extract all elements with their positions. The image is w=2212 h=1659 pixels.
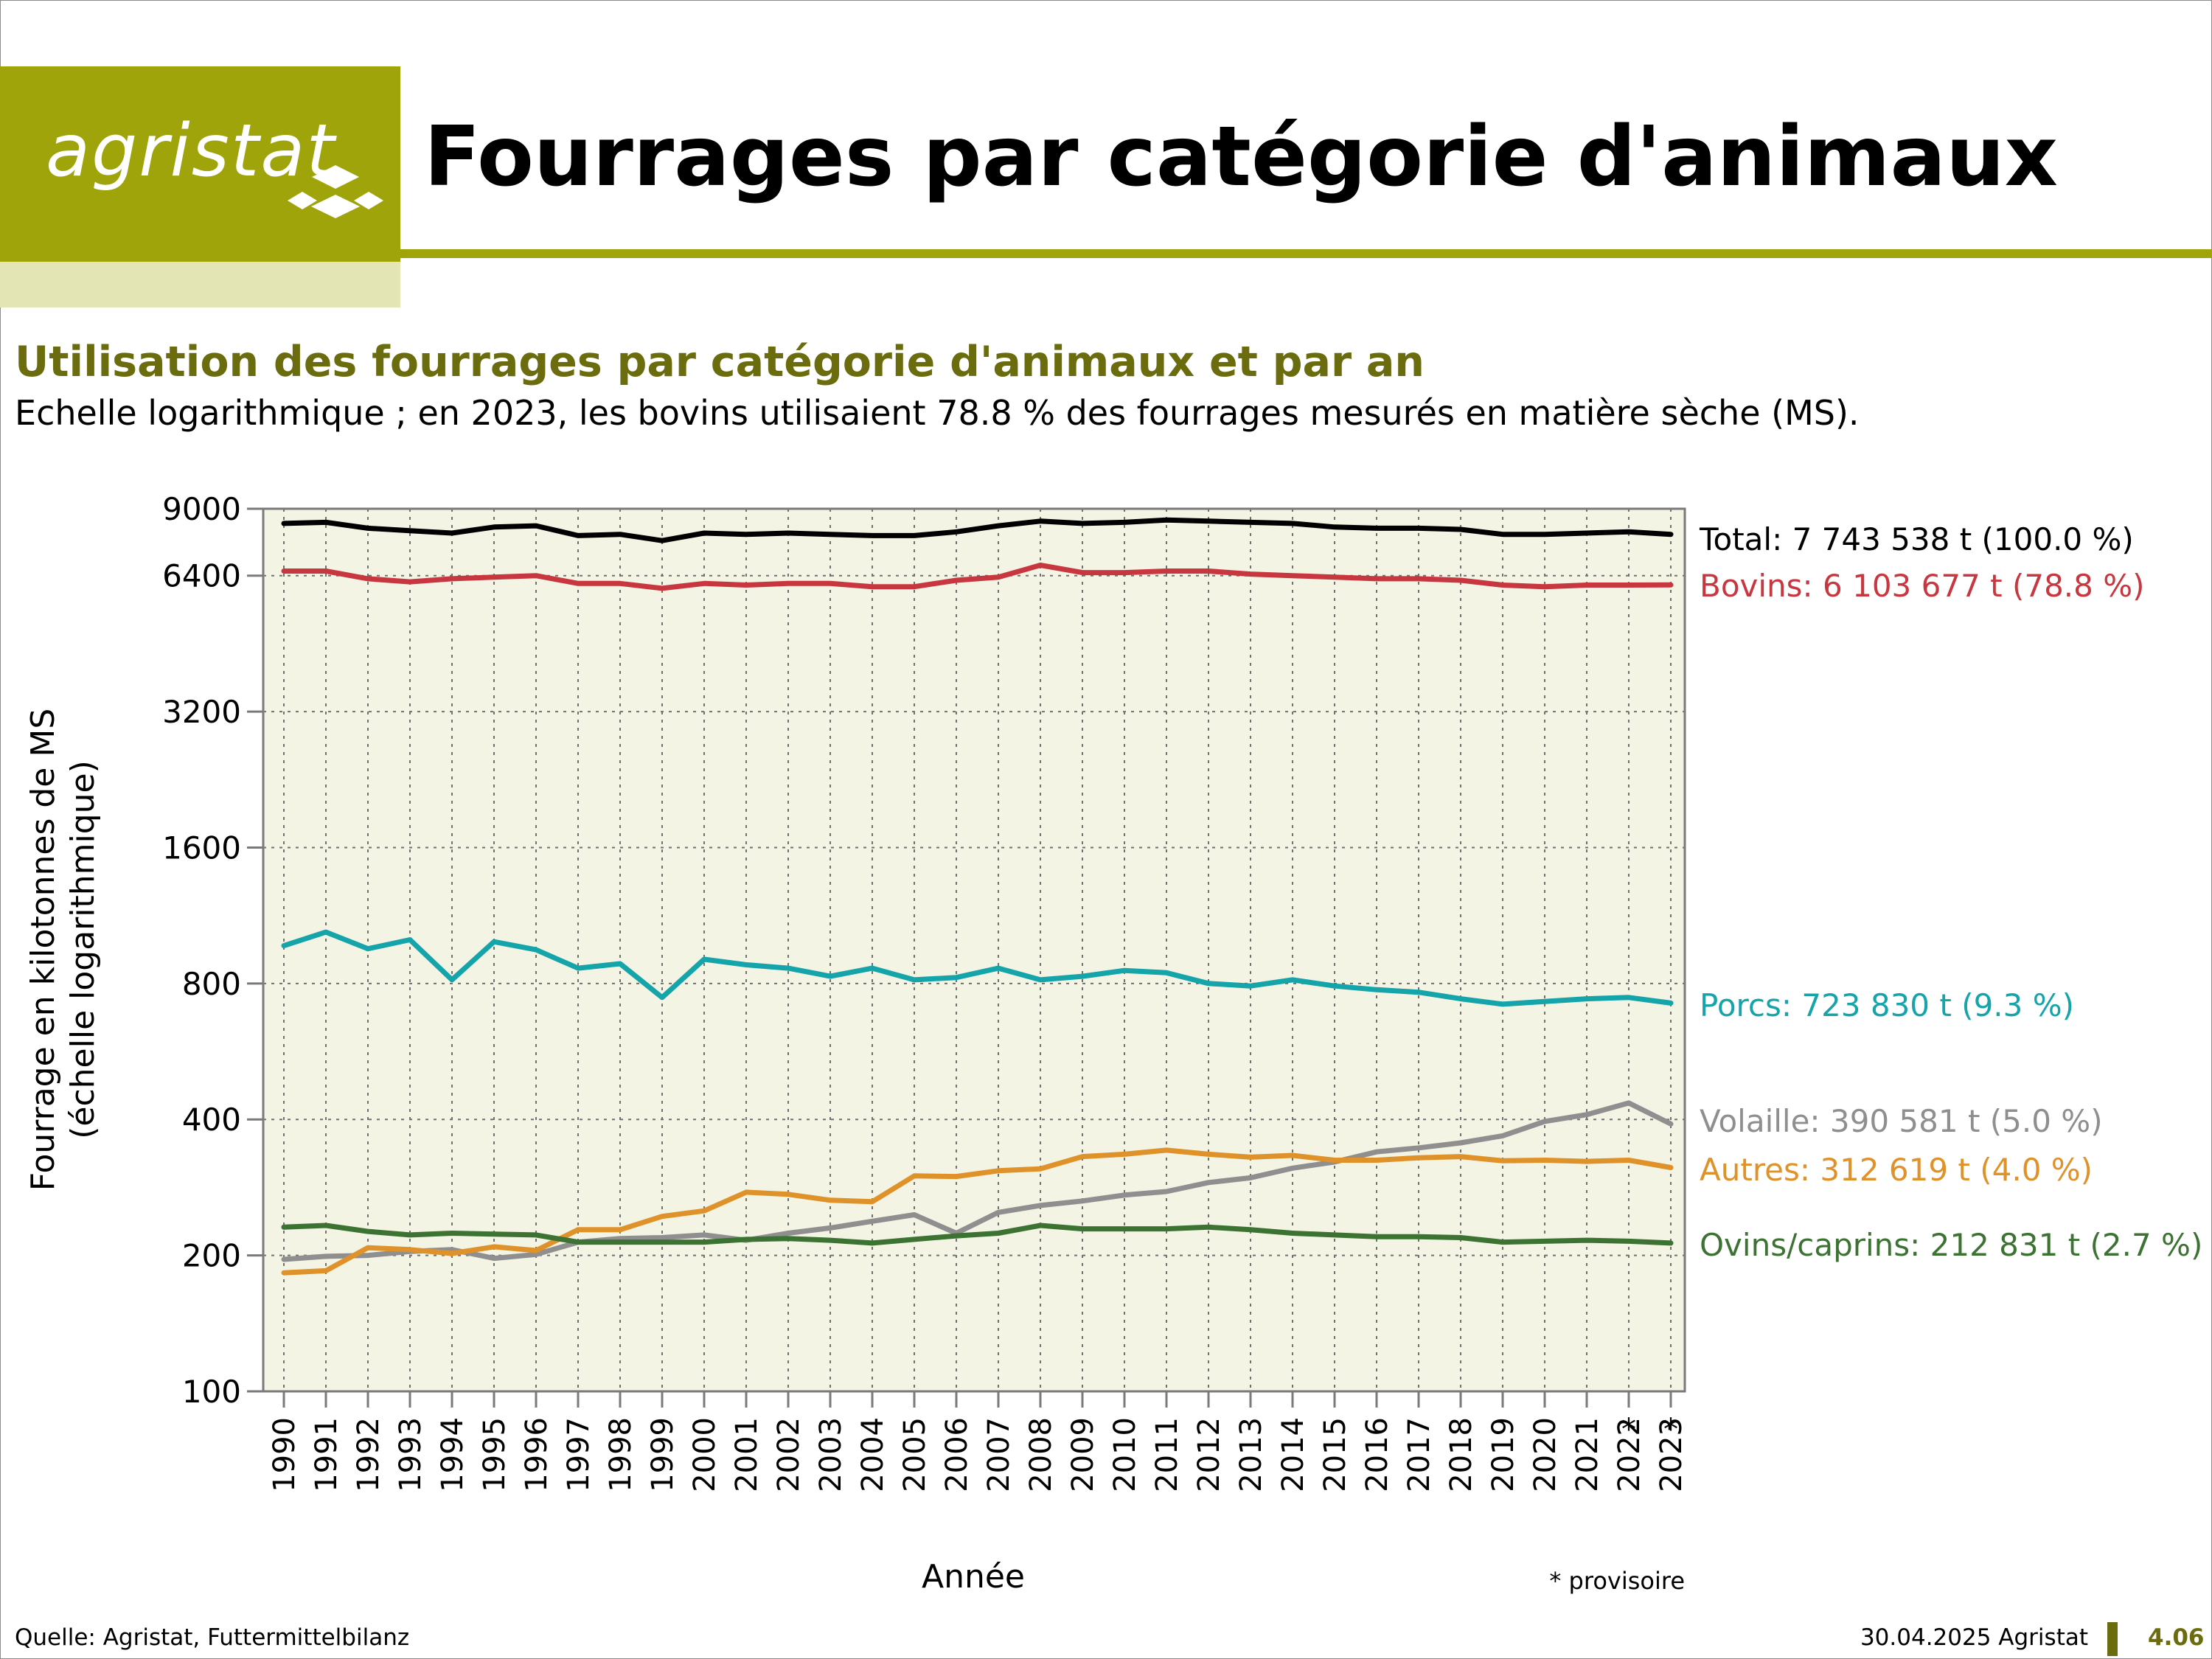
y-tick-label: 6400 [162,558,241,594]
x-tick-label: 2019 [1486,1417,1520,1492]
y-tick-label: 200 [182,1238,241,1274]
provisional-note: * provisoire [1549,1567,1685,1595]
series-label: Bovins: 6 103 677 t (78.8 %) [1700,568,2145,604]
y-axis-title-line2: (échelle logarithmique) [64,760,102,1139]
x-tick-label: 2014 [1276,1417,1310,1492]
y-axis-title-line1: Fourrage en kilotonnes de MS [24,709,62,1192]
x-tick-label: 2022 [1613,1417,1646,1492]
x-tick-label: 1995 [478,1417,512,1492]
chart-description: Echelle logarithmique ; en 2023, les bov… [15,393,1860,433]
x-tick-label: 1997 [562,1417,596,1492]
x-tick-label: 2003 [814,1417,848,1492]
x-tick-label: 1990 [268,1417,302,1492]
plot-border [262,507,1686,1393]
x-tick-label: 1991 [310,1417,344,1492]
y-tick-label: 3200 [162,694,241,730]
x-axis-title: Année [922,1558,1025,1596]
logo-box [0,66,400,262]
x-tick-label: 1992 [352,1417,386,1492]
x-tick-label: 2016 [1360,1417,1394,1492]
plot-area [263,509,1685,1391]
x-tick-label: 2006 [940,1417,974,1492]
x-tick-label: 2011 [1150,1417,1184,1492]
y-tick-label: 100 [182,1374,241,1410]
chart-subtitle: Utilisation des fourrages par catégorie … [15,338,1425,386]
diamond-logo-icon [288,165,383,218]
x-tick-label: 2000 [688,1417,722,1492]
x-tick-label: 1994 [436,1417,470,1492]
y-tick-label: 1600 [162,830,241,866]
footer-source: Quelle: Agristat, Futtermittelbilanz [15,1624,410,1651]
x-tick-label: 2021 [1571,1417,1604,1492]
x-tick-label: 2015 [1318,1417,1352,1492]
y-tick-label: 400 [182,1102,241,1138]
provisional-marker: * [1621,1413,1636,1447]
series-line-porcs [281,929,1674,1007]
x-tick-label: 2020 [1528,1417,1562,1492]
provisional-marker: * [1663,1413,1678,1447]
x-tick-label: 2007 [982,1417,1016,1492]
x-tick-label: 1993 [394,1417,428,1492]
x-tick-label: 1996 [520,1417,554,1492]
y-tick-label: 9000 [162,491,241,527]
logo-band [0,262,400,307]
series-line-ovins-caprins [281,1222,1674,1246]
page-title: Fourrages par catégorie d'animaux [424,109,2059,205]
series-line-autres [281,1147,1674,1276]
x-tick-label: 2009 [1066,1417,1100,1492]
series-label: Total: 7 743 538 t (100.0 %) [1699,521,2134,557]
series-line-bovins [281,563,1674,591]
x-tick-label: 2004 [856,1417,890,1492]
series-line-volaille [281,1100,1674,1262]
x-tick-label: 2018 [1444,1417,1478,1492]
series-label: Ovins/caprins: 212 831 t (2.7 %) [1700,1227,2202,1263]
x-tick-label: 2017 [1402,1417,1436,1492]
series-label: Volaille: 390 581 t (5.0 %) [1700,1103,2103,1139]
x-tick-label: 1999 [646,1417,680,1492]
x-tick-label: 2023 [1655,1417,1688,1492]
x-tick-label: 2012 [1192,1417,1226,1492]
footer-date: 30.04.2025 Agristat [1860,1624,2088,1651]
x-tick-label: 2005 [898,1417,932,1492]
page-number: 4.06 [2148,1624,2205,1651]
agristat-logo: agristat [46,109,336,193]
x-tick-label: 1998 [604,1417,638,1492]
series-label: Porcs: 723 830 t (9.3 %) [1700,987,2074,1023]
x-tick-label: 2001 [730,1417,764,1492]
x-tick-label: 2010 [1108,1417,1142,1492]
x-tick-label: 2013 [1234,1417,1268,1492]
x-tick-label: 2008 [1024,1417,1058,1492]
footer-divider [2107,1622,2118,1656]
series-label: Autres: 312 619 t (4.0 %) [1700,1152,2093,1188]
y-tick-label: 800 [182,966,241,1002]
x-tick-label: 2002 [772,1417,806,1492]
header-rule [400,249,2212,258]
series-line-total [281,517,1674,543]
